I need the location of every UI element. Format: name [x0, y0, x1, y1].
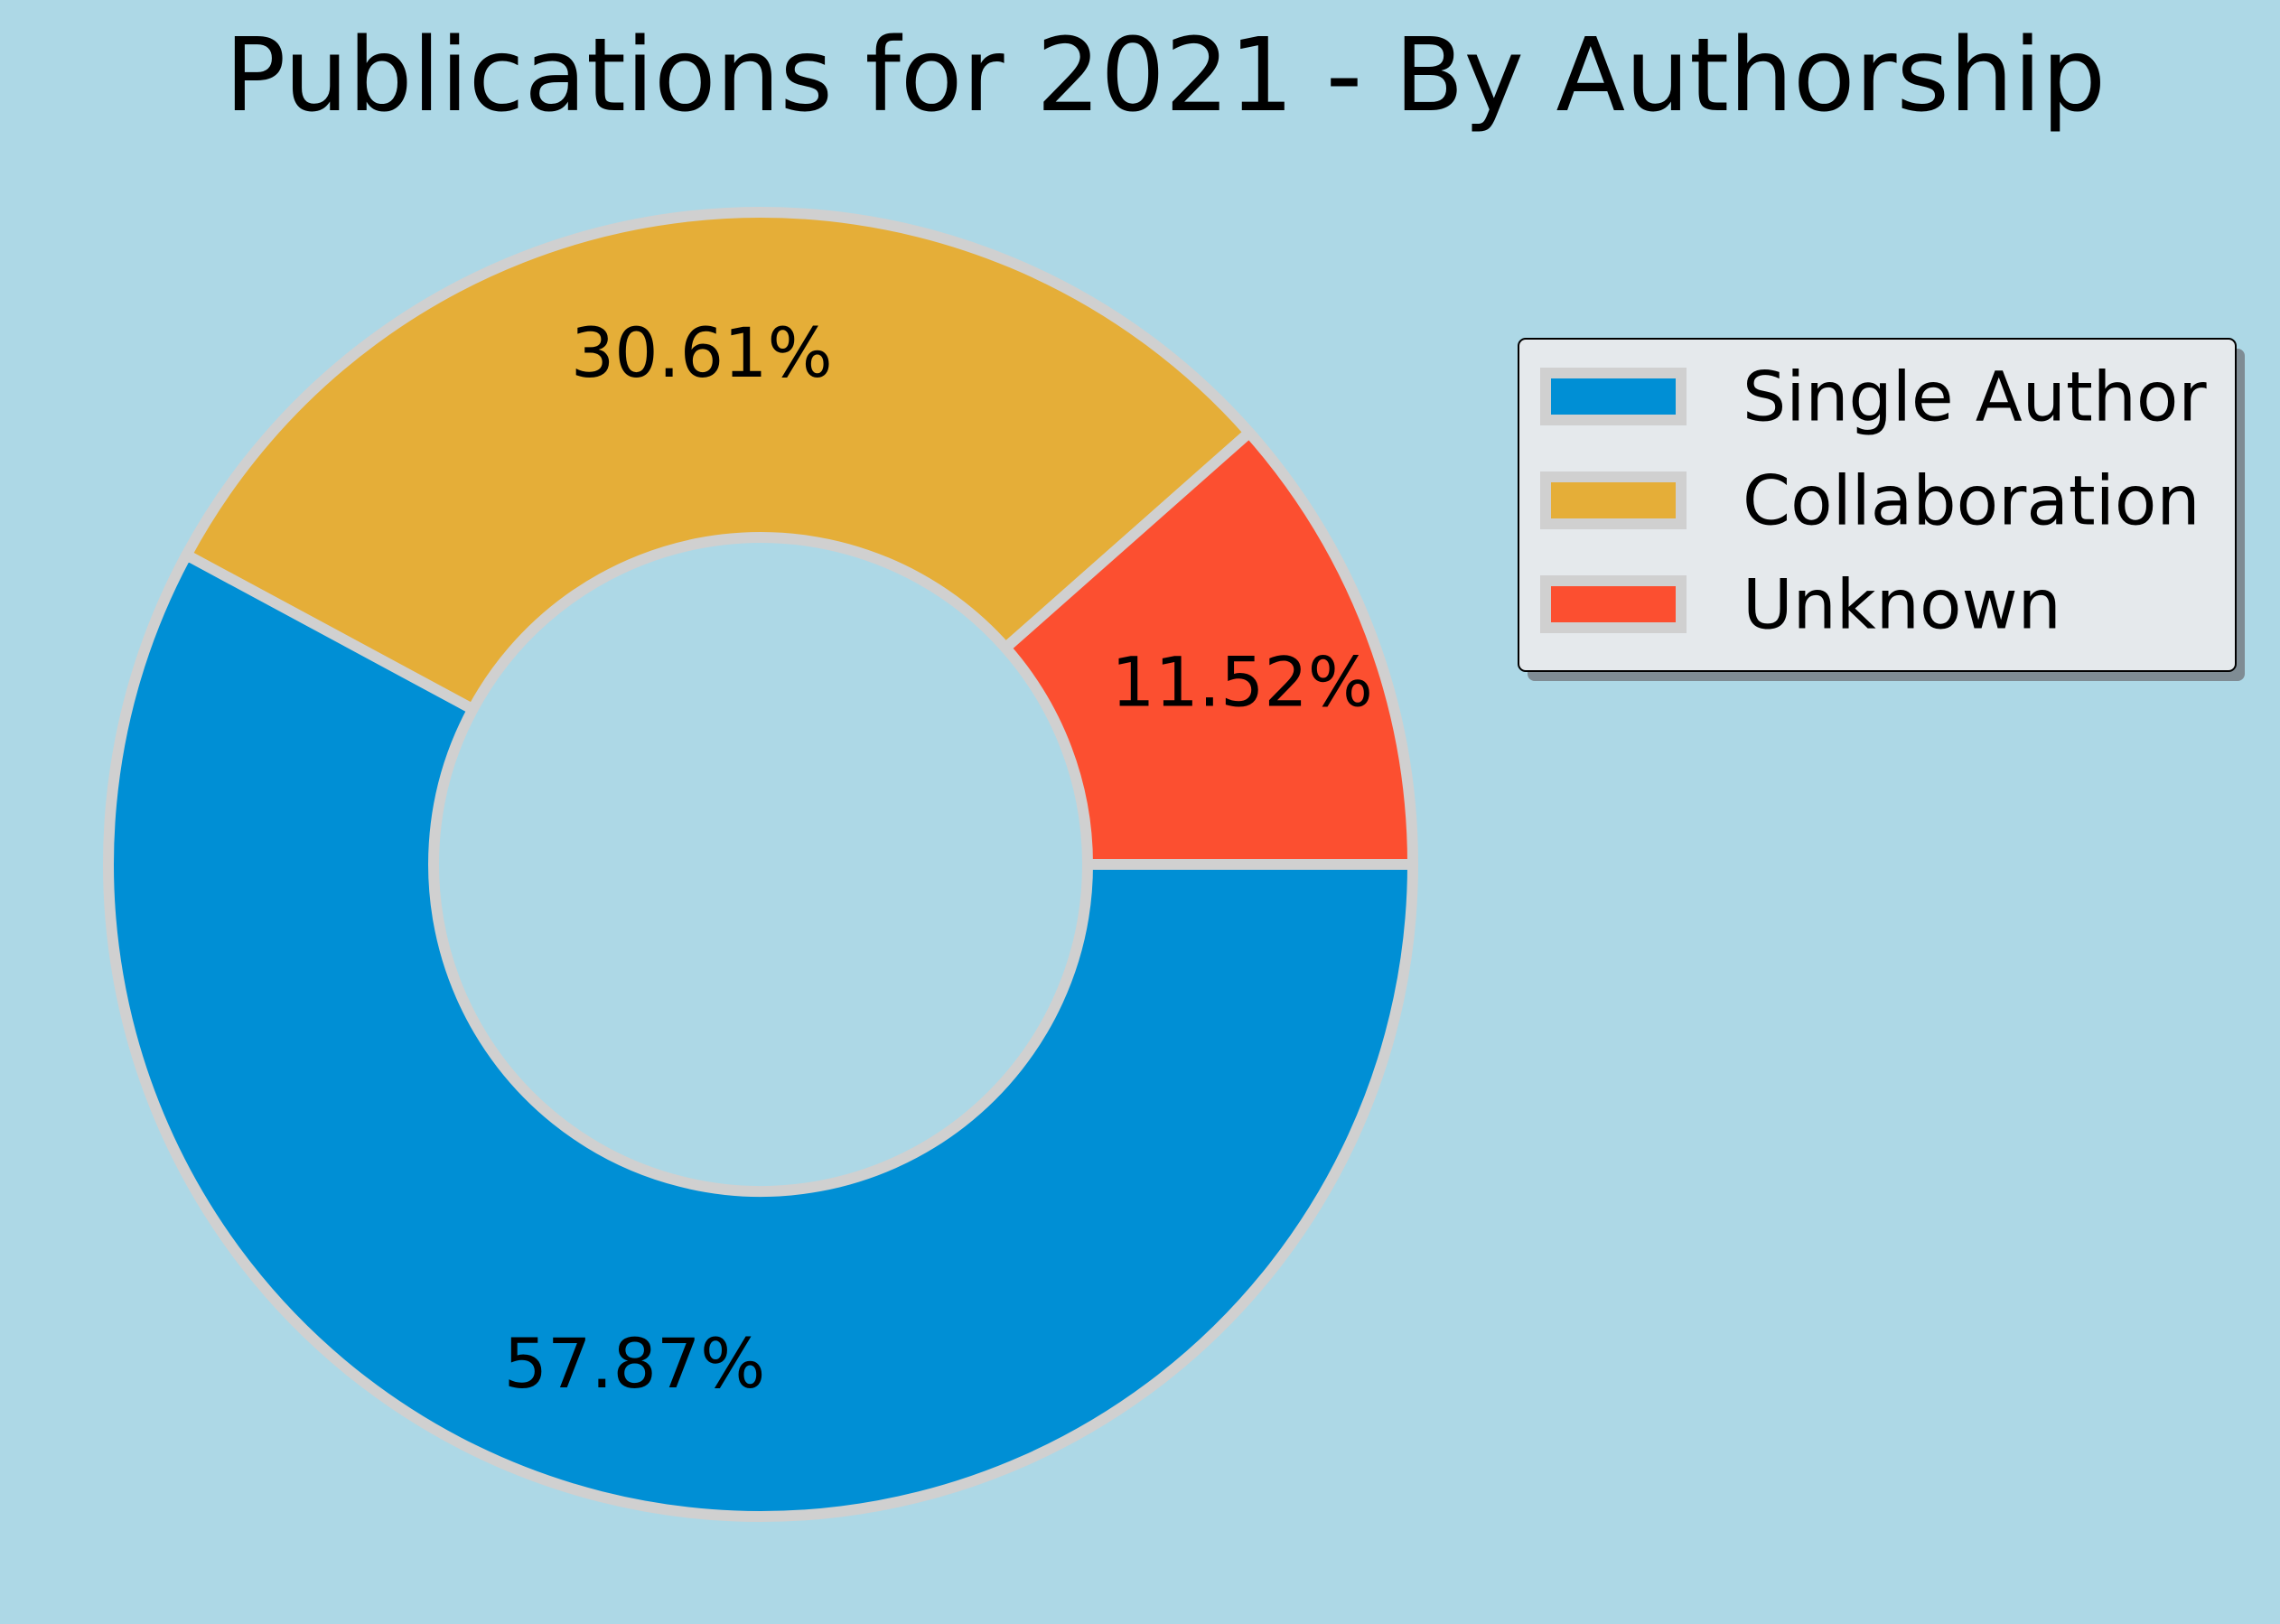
- legend: Single Author Collaboration Unknown: [1518, 338, 2245, 681]
- legend-swatch-unknown: [1540, 575, 1687, 633]
- labels-layer: 57.87% 30.61% 11.52%: [504, 313, 1373, 1404]
- legend-label-unknown: Unknown: [1743, 565, 2061, 645]
- legend-items: Single Author Collaboration Unknown: [1540, 357, 2207, 645]
- legend-label-collaboration: Collaboration: [1743, 461, 2201, 541]
- slice-label-collaboration: 30.61%: [571, 313, 833, 393]
- chart-title: Publications for 2021 - By Authorship: [225, 17, 2106, 135]
- legend-swatch-collaboration: [1540, 471, 1687, 529]
- legend-frame: [1518, 338, 2237, 672]
- slices-layer: [103, 207, 1418, 1522]
- legend-label-single-author: Single Author: [1743, 357, 2207, 437]
- slice-label-unknown: 11.52%: [1111, 642, 1373, 723]
- slice-unknown: [1000, 426, 1418, 870]
- slice-collaboration: [181, 207, 1255, 715]
- slice-label-single-author: 57.87%: [504, 1323, 766, 1404]
- slice-single-author: [103, 549, 1418, 1522]
- legend-swatch-single-author: [1540, 368, 1687, 425]
